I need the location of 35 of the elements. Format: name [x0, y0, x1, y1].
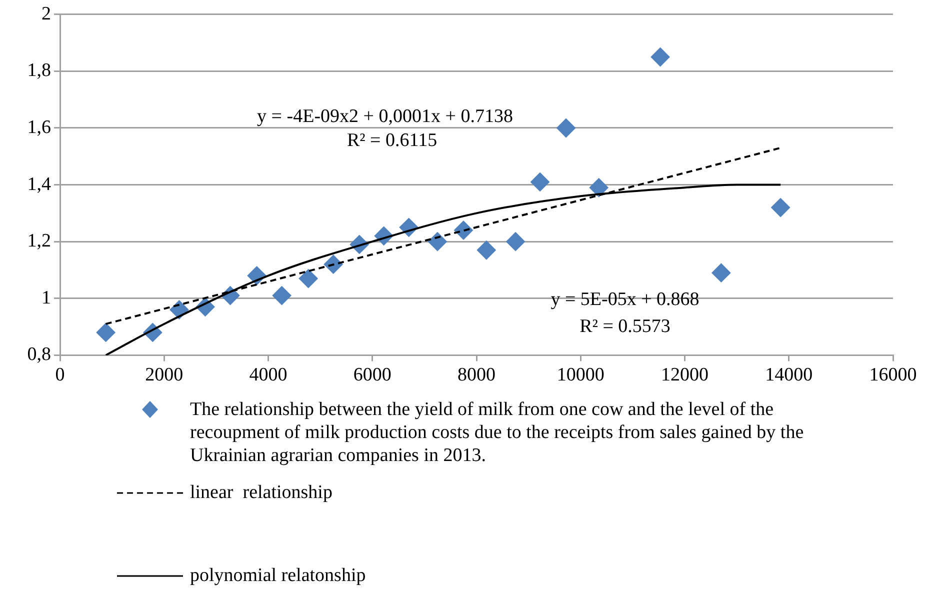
x-tick-label: 14000: [765, 364, 813, 386]
point: [771, 198, 790, 218]
y-tick-label: 2: [42, 3, 51, 24]
annotation: R² = 0.6115: [346, 130, 438, 151]
annotation: y = 5E-05x + 0.868: [550, 288, 700, 310]
x-tick-label: 16000: [869, 364, 917, 386]
point: [272, 286, 292, 306]
annotation: R² = 0.5573: [580, 316, 670, 337]
point: [96, 322, 116, 342]
point: [476, 240, 496, 260]
point: [506, 232, 526, 252]
point: [712, 263, 731, 282]
point: [650, 48, 670, 66]
x-tick-label: 2000: [145, 364, 184, 386]
x-tick-label: 10000: [556, 364, 604, 386]
legend-label: linear relationship: [190, 481, 332, 504]
point: [298, 269, 318, 288]
y-tick-label: 1: [42, 287, 51, 308]
point: [530, 172, 550, 192]
y-tick-label: 1,6: [27, 116, 51, 138]
point: [589, 178, 608, 198]
legend-label: The relationship between the yield of milk from one cow and the level of the recoupment of milk production costs due to the receipts from sales gained by the Ukrainian agrarian companies in 2013.: [190, 398, 805, 467]
y-tick-label: 0,8: [27, 344, 51, 366]
x-tick-label: 12000: [661, 364, 708, 386]
legend-label: polynomial relatonship: [190, 564, 366, 587]
annotation: y = -4E-09x2 + 0,0001x + 0.7138: [257, 106, 513, 127]
y-tick-label: 1,8: [27, 60, 51, 82]
point: [556, 118, 576, 138]
x-tick-label: 4000: [249, 364, 288, 386]
x-tick-label: 6000: [353, 364, 392, 386]
y-tick-label: 1,2: [27, 230, 51, 252]
x-tick-label: 8000: [458, 364, 496, 386]
y-tick-label: 1,4: [27, 174, 52, 195]
x-tick-label: 0: [55, 364, 65, 386]
point: [428, 232, 447, 252]
